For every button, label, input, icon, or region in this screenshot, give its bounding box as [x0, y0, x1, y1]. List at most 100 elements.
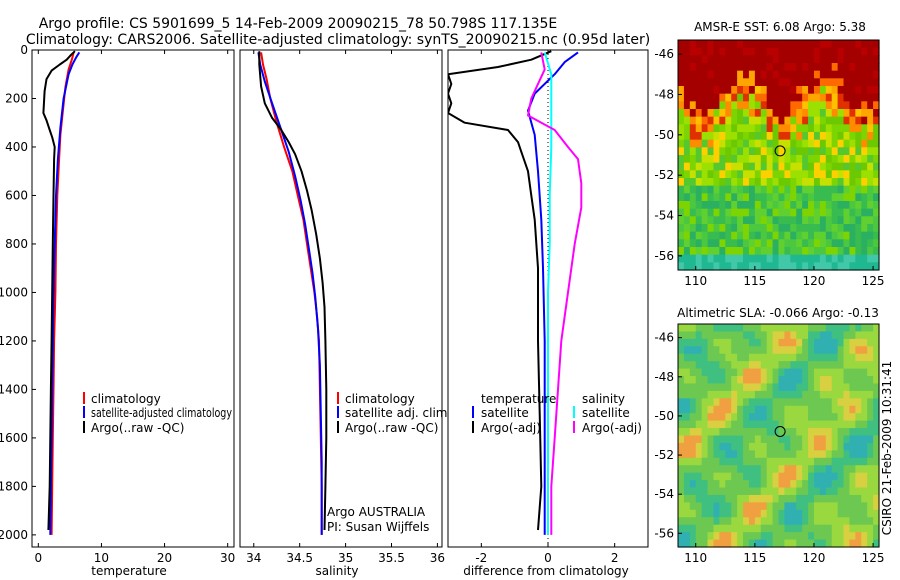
heatmap-cell — [873, 47, 880, 56]
heatmap-cell — [725, 86, 732, 95]
heatmap-cell — [778, 539, 786, 548]
heatmap-cell — [707, 47, 715, 56]
heatmap-cell — [843, 178, 851, 187]
heatmap-cell — [837, 494, 845, 503]
heatmap-cell — [873, 450, 880, 459]
heatmap-cell — [707, 185, 715, 194]
heatmap-cell — [867, 346, 874, 355]
heatmap-cell — [849, 368, 856, 377]
heatmap-cell — [772, 524, 780, 533]
heatmap-cell — [778, 55, 786, 64]
heatmap-cell — [831, 465, 839, 474]
heatmap-cell — [813, 162, 821, 171]
heatmap-cell — [678, 193, 685, 202]
heatmap-cell — [772, 78, 780, 87]
heatmap-cell — [802, 40, 809, 49]
heatmap-cell — [802, 457, 809, 466]
heatmap-cell — [707, 331, 715, 340]
heatmap-cell — [837, 262, 845, 271]
heatmap-cell — [743, 480, 750, 489]
heatmap-cell — [748, 509, 756, 518]
heatmap-cell — [695, 420, 703, 429]
heatmap-cell — [855, 40, 862, 49]
heatmap-cell — [754, 509, 762, 518]
heatmap-cell — [831, 254, 839, 263]
heatmap-cell — [831, 383, 839, 392]
temperature-xtick-label: 30 — [220, 551, 235, 565]
heatmap-cell — [819, 435, 827, 444]
heatmap-cell — [678, 78, 685, 87]
heatmap-cell — [678, 413, 685, 422]
heatmap-cell — [725, 494, 732, 503]
heatmap-cell — [701, 185, 709, 194]
heatmap-cell — [731, 465, 738, 474]
heatmap-cell — [760, 124, 768, 133]
temperature-axes-frame — [31, 49, 235, 548]
heatmap-cell — [825, 201, 833, 210]
heatmap-cell — [701, 457, 709, 466]
heatmap-cell — [689, 254, 697, 263]
heatmap-cell — [678, 517, 685, 526]
heatmap-cell — [873, 162, 880, 171]
heatmap-cell — [808, 185, 815, 194]
heatmap-cell — [748, 162, 756, 171]
heatmap-cell — [778, 502, 786, 511]
heatmap-cell — [695, 368, 703, 377]
difference-legend: temperature satellite Argo(-adj) salinit… — [472, 392, 642, 435]
heatmap-cell — [678, 116, 685, 125]
heatmap-cell — [867, 178, 874, 187]
heatmap-cell — [849, 346, 856, 355]
heatmap-cell — [825, 502, 833, 511]
heatmap-cell — [772, 116, 780, 125]
heatmap-cell — [778, 132, 786, 141]
heatmap-cell — [849, 480, 856, 489]
heatmap-cell — [831, 40, 839, 49]
heatmap-cell — [707, 231, 715, 240]
heatmap-cell — [713, 78, 720, 87]
heatmap-cell — [701, 376, 709, 385]
heatmap-cell — [790, 517, 797, 526]
heatmap-cell — [867, 383, 874, 392]
heatmap-cell — [855, 509, 862, 518]
heatmap-cell — [796, 465, 803, 474]
heatmap-cell — [743, 405, 750, 414]
heatmap-cell — [695, 405, 703, 414]
heatmap-cell — [778, 338, 786, 347]
heatmap-cell — [731, 155, 738, 164]
latitude-tick-label: -56 — [654, 249, 674, 263]
heatmap-cell — [796, 368, 803, 377]
heatmap-cell — [778, 368, 786, 377]
heatmap-cell — [837, 239, 845, 248]
heatmap-cell — [713, 47, 720, 56]
heatmap-cell — [713, 86, 720, 95]
heatmap-cell — [683, 254, 691, 263]
heatmap-cell — [725, 47, 732, 56]
heatmap-cell — [837, 47, 845, 56]
heatmap-cell — [819, 517, 827, 526]
heatmap-cell — [808, 124, 815, 133]
heatmap-cell — [766, 532, 774, 541]
heatmap-cell — [737, 70, 744, 79]
heatmap-cell — [855, 442, 862, 451]
heatmap-cell — [861, 109, 868, 118]
heatmap-cell — [831, 398, 839, 407]
heatmap-cell — [784, 124, 791, 133]
heatmap-cell — [867, 247, 874, 256]
heatmap-cell — [701, 247, 709, 256]
heatmap-cell — [843, 55, 851, 64]
heatmap-cell — [861, 494, 868, 503]
heatmap-cell — [701, 254, 709, 263]
heatmap-cell — [825, 247, 833, 256]
heatmap-cell — [743, 398, 750, 407]
heatmap-cell — [796, 170, 803, 179]
heatmap-cell — [707, 193, 715, 202]
heatmap-cell — [849, 239, 856, 248]
heatmap-cell — [861, 132, 868, 141]
heatmap-cell — [766, 487, 774, 496]
heatmap-cell — [802, 70, 809, 79]
heatmap-cell — [695, 442, 703, 451]
heatmap-cell — [772, 509, 780, 518]
heatmap-cell — [861, 524, 868, 533]
heatmap-cell — [678, 480, 685, 489]
heatmap-cell — [873, 457, 880, 466]
